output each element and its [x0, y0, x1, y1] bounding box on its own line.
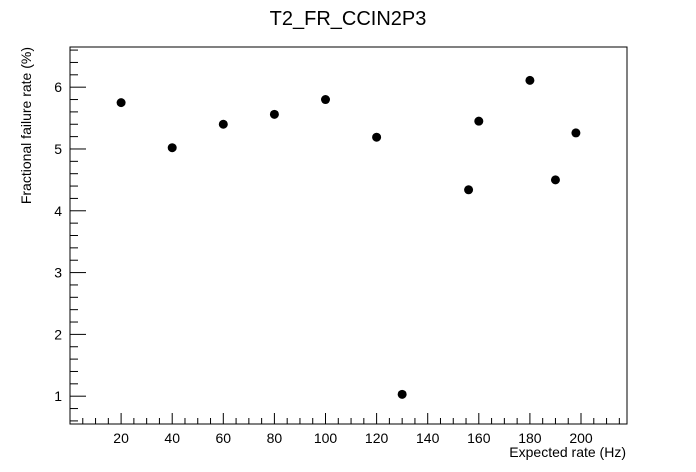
x-tick-label: 60 — [216, 430, 232, 446]
x-tick-label: 80 — [267, 430, 283, 446]
y-tick-label: 6 — [54, 79, 62, 95]
x-tick-label: 160 — [467, 430, 491, 446]
x-tick-label: 200 — [569, 430, 593, 446]
x-tick-label: 140 — [416, 430, 440, 446]
data-point-5 — [321, 95, 331, 105]
y-axis-label: Fractional failure rate (%) — [18, 47, 34, 204]
x-tick-label: 120 — [365, 430, 389, 446]
y-tick-label: 5 — [54, 141, 62, 157]
data-point-11 — [550, 175, 560, 185]
y-tick-label: 4 — [54, 203, 62, 219]
data-point-12 — [571, 128, 581, 138]
chart-title: T2_FR_CCIN2P3 — [270, 8, 427, 30]
x-tick-label: 180 — [518, 430, 542, 446]
data-point-2 — [167, 143, 177, 153]
x-axis-ticks — [82, 413, 620, 424]
x-tick-label: 20 — [113, 430, 129, 446]
y-tick-label: 3 — [54, 265, 62, 281]
x-tick-label: 100 — [314, 430, 338, 446]
data-point-3 — [218, 119, 228, 129]
y-tick-label: 2 — [54, 326, 62, 342]
x-axis-tick-labels: 20 40 60 80 100 120 140 160 180 200 — [113, 430, 593, 446]
plot-frame — [69, 46, 628, 425]
y-axis-ticks — [70, 49, 86, 422]
x-tick-label: 40 — [164, 430, 180, 446]
data-point-1 — [116, 98, 126, 108]
y-axis-tick-labels: 1 2 3 4 5 6 — [54, 79, 62, 404]
data-point-7 — [397, 389, 407, 399]
y-tick-label: 1 — [54, 388, 62, 404]
data-point-8 — [464, 185, 474, 195]
data-point-9 — [474, 116, 484, 126]
x-axis-label: Expected rate (Hz) — [509, 444, 626, 460]
data-point-4 — [269, 109, 279, 119]
data-points — [116, 75, 581, 399]
data-point-10 — [525, 75, 535, 85]
data-point-6 — [372, 132, 382, 142]
